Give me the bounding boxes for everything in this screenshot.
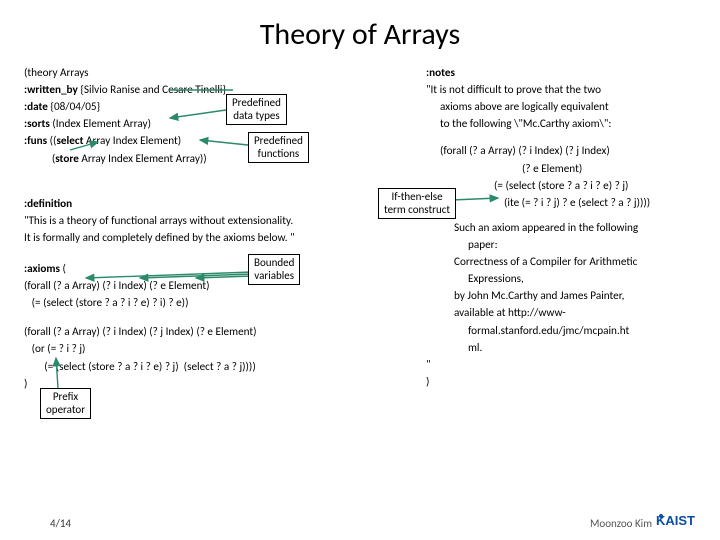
callout-predefined-functions: Predefinedfunctions: [248, 132, 309, 163]
text: axioms above are logically equivalent: [426, 100, 706, 115]
text: Such an axiom appeared in the following: [426, 221, 706, 236]
code-line: (or (= ? i ? j): [24, 342, 414, 357]
right-column: :notes "It is not difficult to prove tha…: [426, 66, 706, 392]
callout-text: Predefinedfunctions: [254, 134, 303, 160]
text: {08/04/05}: [48, 100, 100, 114]
content-area: (theory Arrays :written_by {Silvio Ranis…: [0, 66, 720, 496]
text: Array Index Element): [83, 134, 181, 148]
keyword-funs: :funs: [24, 134, 47, 148]
code-line: (forall (? a Array) (? i Index) (? j Ind…: [24, 325, 414, 340]
keyword-sorts: :sorts: [24, 117, 50, 131]
keyword-notes: :notes: [426, 66, 455, 80]
kaist-logo: KAIST: [656, 513, 708, 532]
keyword-axioms: :axioms: [24, 262, 60, 276]
text: Expressions,: [426, 272, 706, 287]
code-line: :axioms (: [24, 262, 414, 277]
keyword-date: :date: [24, 100, 48, 114]
text: "It is not difficult to prove that the t…: [426, 83, 706, 98]
code-line: :notes: [426, 66, 706, 81]
code-line: :definition: [24, 197, 414, 212]
code-line: (= (select (store ? a ? i ? e) ? j): [426, 179, 706, 194]
keyword-definition: :definition: [24, 197, 72, 211]
code-line: (? e Element): [426, 162, 706, 177]
callout-prefix-operator: Prefixoperator: [40, 388, 91, 419]
code-line: (= (select (store ? a ? i ? e) ? j) (sel…: [24, 360, 414, 375]
text: Array Index Element Array)): [79, 152, 207, 166]
callout-bounded-vars: Boundedvariables: [248, 254, 300, 285]
code-line: :written_by {Silvio Ranise and Cesare Ti…: [24, 83, 414, 98]
callout-text: Prefixoperator: [46, 390, 85, 416]
text: available at http://www-: [426, 306, 706, 321]
code-line: :funs ((select Array Index Element): [24, 134, 414, 149]
code-line: (theory Arrays: [24, 66, 414, 81]
text: ): [426, 375, 706, 390]
code-line: (store Array Index Element Array)): [24, 152, 414, 167]
keyword-written-by: :written_by: [24, 83, 78, 97]
callout-text: If-then-elseterm construct: [384, 190, 450, 216]
code-line: (forall (? a Array) (? i Index) (? j Ind…: [426, 144, 706, 159]
text: by John Mc.Carthy and James Painter,: [426, 289, 706, 304]
code-line: :date {08/04/05}: [24, 100, 414, 115]
callout-if-then-else: If-then-elseterm construct: [378, 188, 456, 219]
text: to the following \"Mc.Carthy axiom\":: [426, 117, 706, 132]
text: Correctness of a Compiler for Arithmetic: [426, 255, 706, 270]
author-name: Moonzoo Kim: [590, 517, 652, 530]
callout-predefined-types: Predefineddata types: [226, 94, 287, 125]
text: ml.: [426, 341, 706, 356]
text: (: [24, 152, 55, 166]
keyword-select: select: [56, 134, 83, 148]
text: paper:: [426, 238, 706, 253]
text: formal.stanford.edu/jmc/mcpain.ht: [426, 324, 706, 339]
code-line: :sorts (Index Element Array): [24, 117, 414, 132]
code-line: (ite (= ? i ? j) ? e (select ? a ? j)))): [426, 196, 706, 211]
text: (: [60, 262, 66, 276]
keyword-store: store: [55, 152, 79, 166]
callout-text: Boundedvariables: [254, 256, 294, 282]
page-number: 4/14: [50, 517, 71, 530]
left-column: (theory Arrays :written_by {Silvio Ranis…: [24, 66, 414, 394]
text: {Silvio Ranise and Cesare Tinelli}: [78, 83, 226, 97]
callout-text: Predefineddata types: [232, 96, 281, 122]
text: It is formally and completely defined by…: [24, 231, 414, 246]
text: (Index Element Array): [50, 117, 151, 131]
code-line: (= (select (store ? a ? i ? e) ? i) ? e)…: [24, 296, 414, 311]
text: ": [426, 358, 706, 373]
code-line: (forall (? a Array) (? i Index) (? e Ele…: [24, 279, 414, 294]
text: "This is a theory of functional arrays w…: [24, 214, 414, 229]
slide-title: Theory of Arrays: [0, 0, 720, 53]
